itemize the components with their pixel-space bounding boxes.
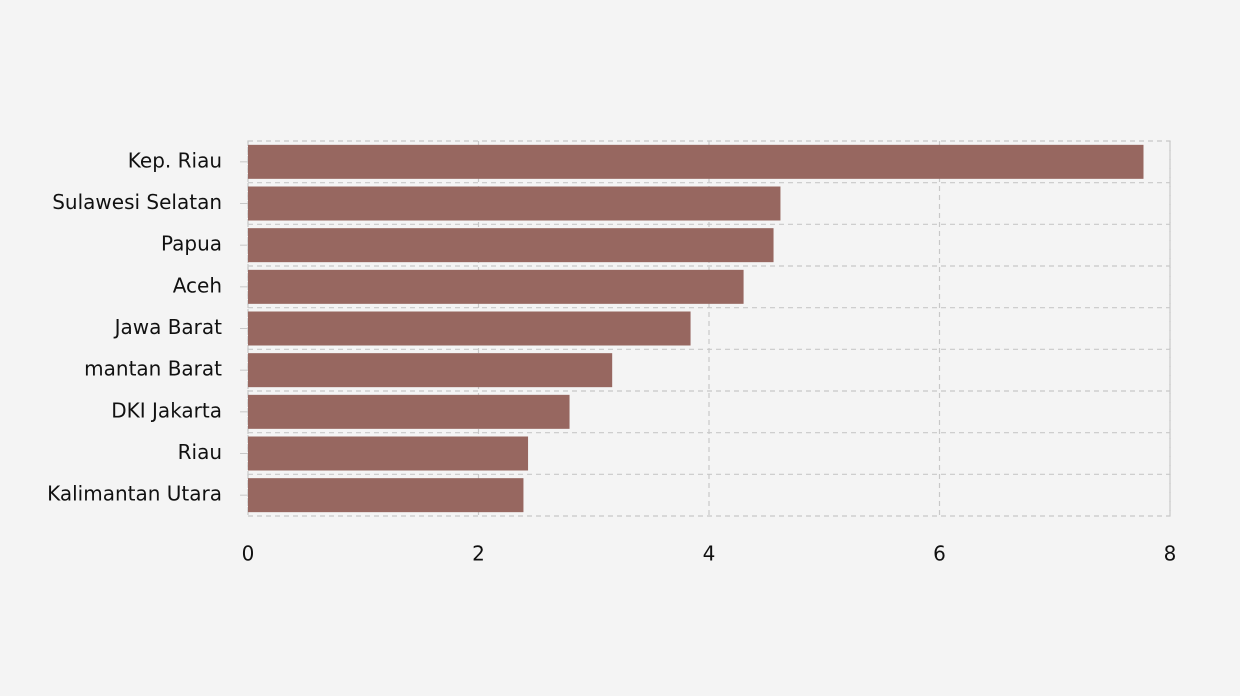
bar	[248, 186, 781, 221]
y-tick-label: Aceh	[173, 273, 222, 297]
y-tick-label: Jawa Barat	[113, 315, 223, 339]
x-tick-label: 0	[242, 542, 255, 566]
y-tick-label: Kep. Riau	[128, 148, 222, 172]
bar	[248, 269, 744, 304]
bar	[248, 353, 613, 388]
x-tick-label: 2	[472, 542, 485, 566]
y-tick-label: Kalimantan Utara	[47, 482, 222, 506]
x-tick-label: 4	[703, 542, 716, 566]
y-tick-label: Sulawesi Selatan	[52, 190, 222, 214]
y-tick-label: Papua	[161, 232, 222, 256]
bar	[248, 311, 691, 346]
y-tick-label: DKI Jakarta	[111, 398, 222, 422]
y-tick-label: mantan Barat	[84, 357, 222, 381]
bar	[248, 394, 570, 429]
bar	[248, 478, 524, 513]
x-tick-label: 8	[1164, 542, 1177, 566]
y-tick-label: Riau	[178, 440, 222, 464]
bar	[248, 144, 1144, 179]
x-tick-label: 6	[933, 542, 946, 566]
bar	[248, 228, 774, 263]
bar	[248, 436, 529, 471]
